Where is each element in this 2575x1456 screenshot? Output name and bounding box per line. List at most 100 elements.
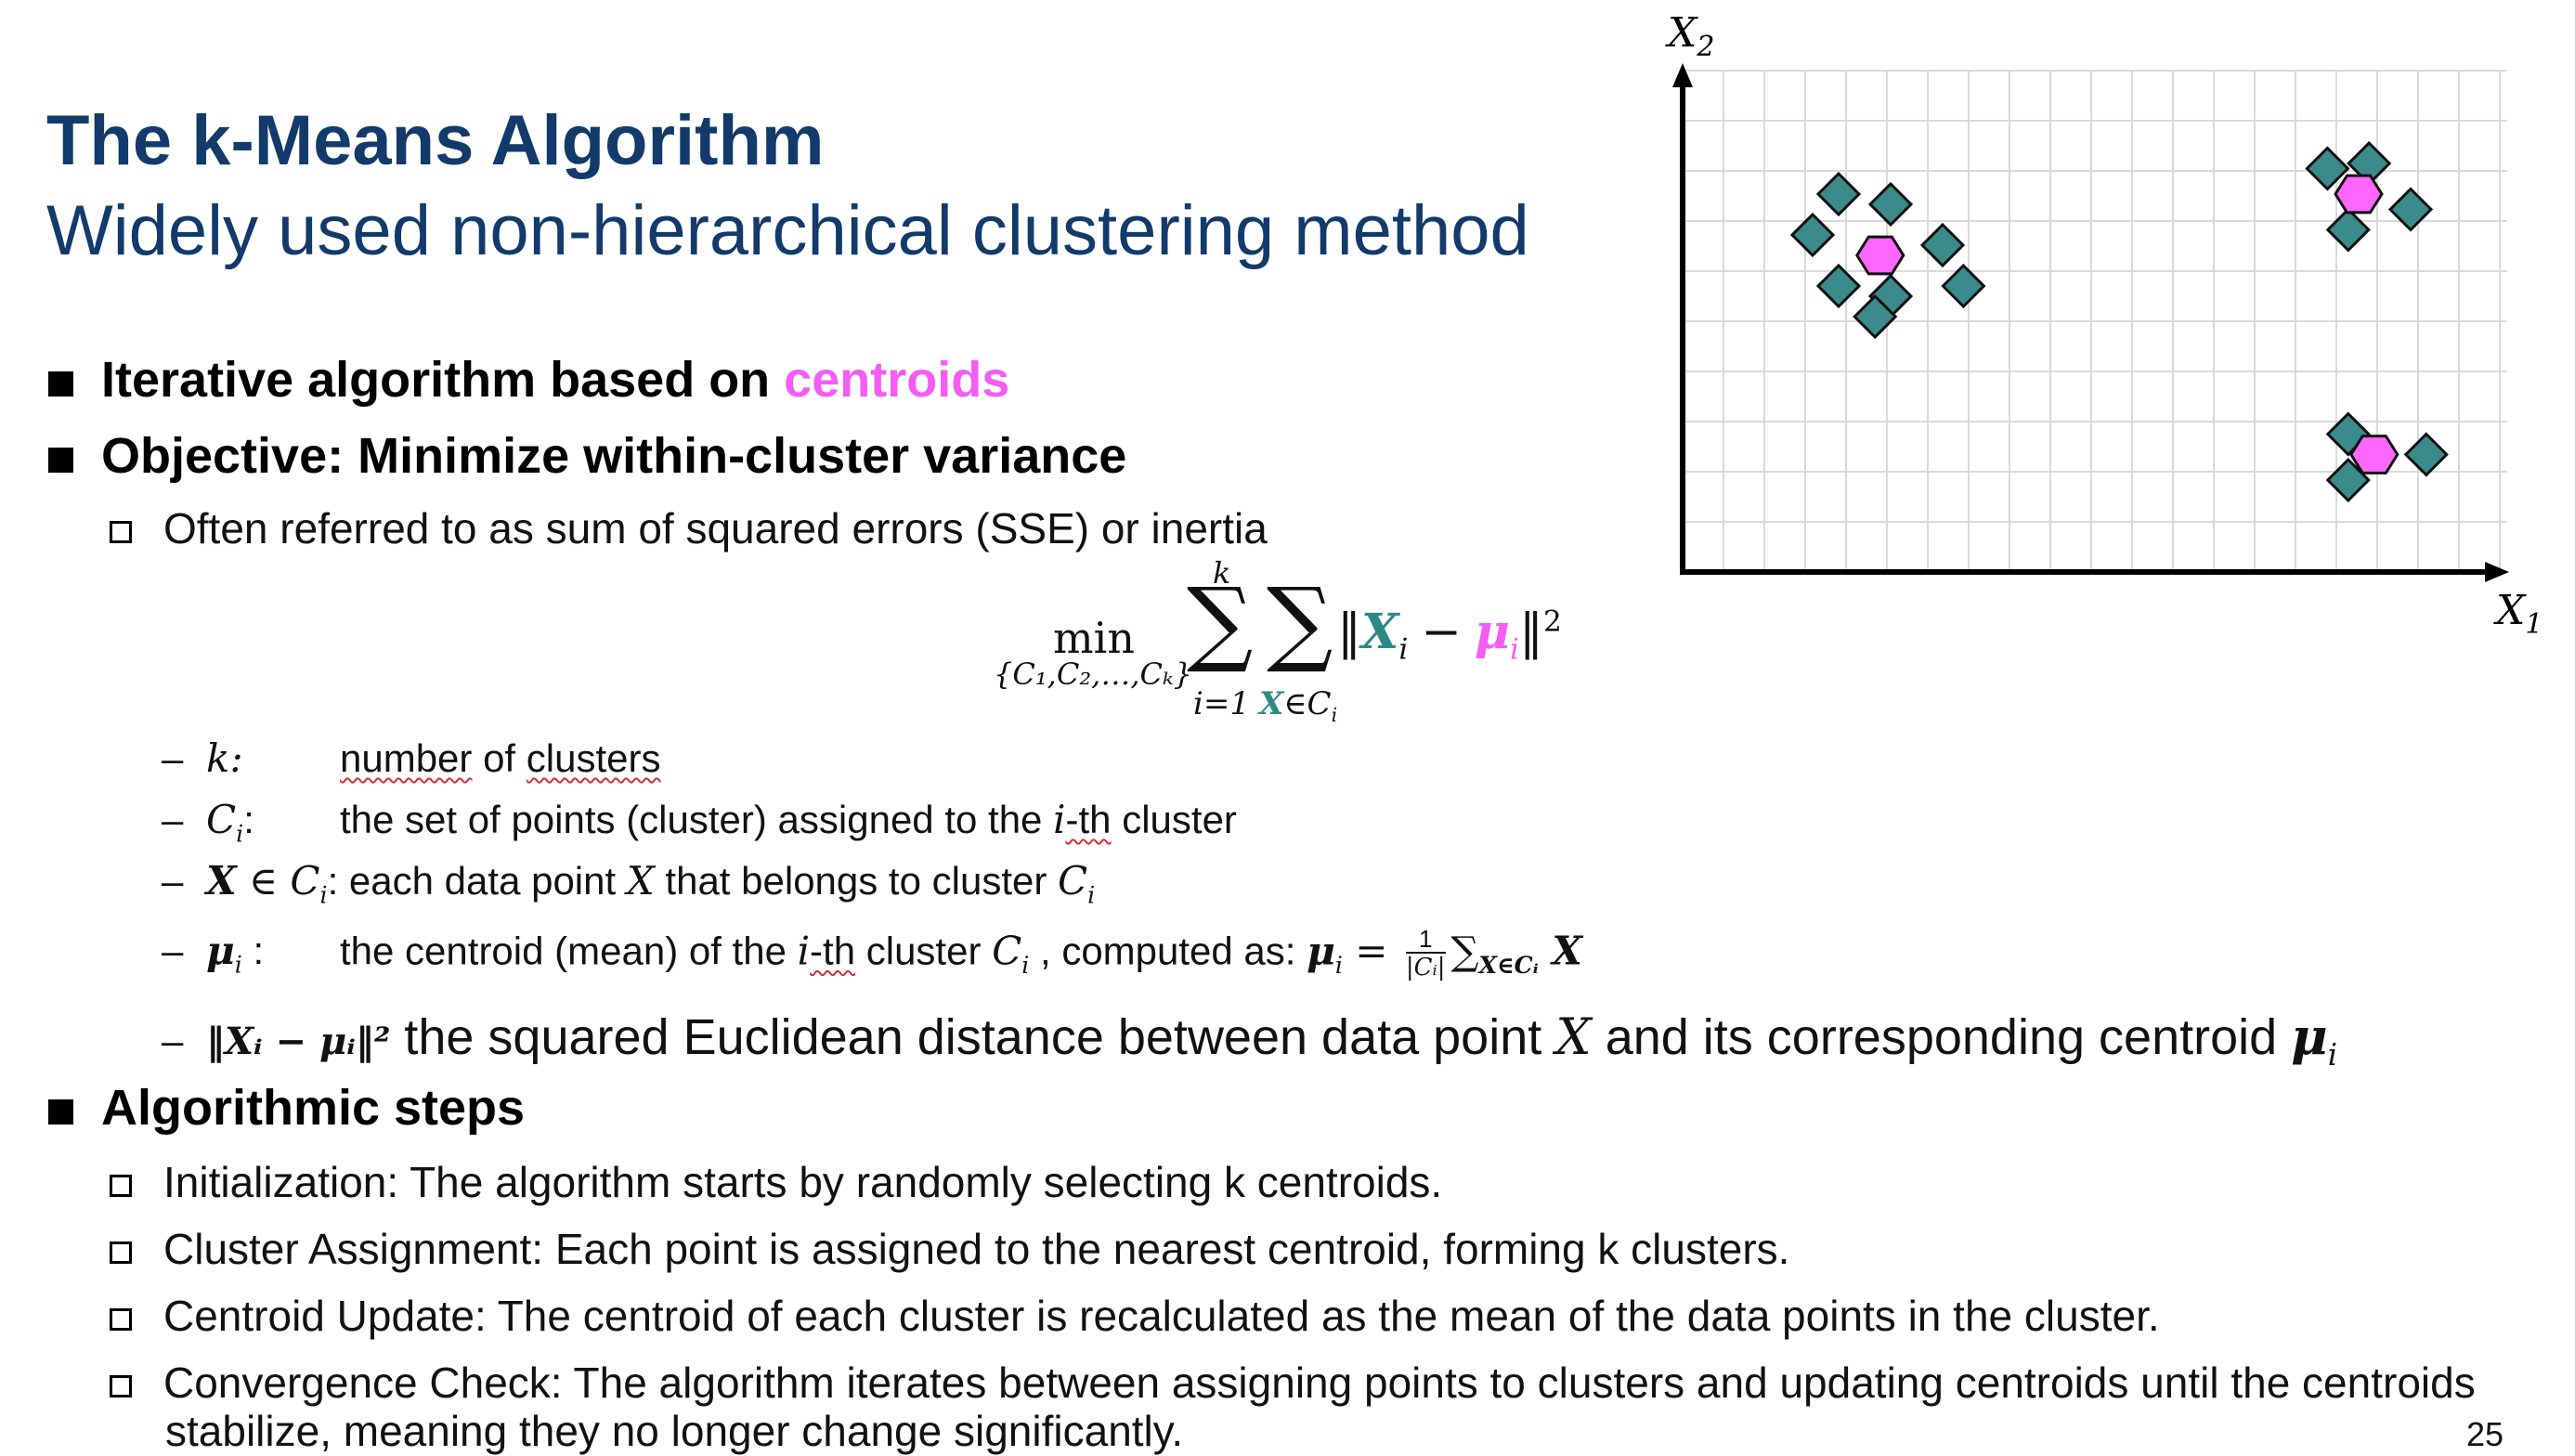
formula-min: min bbox=[1053, 613, 1135, 663]
step-initialization: Initialization: The algorithm starts by … bbox=[110, 1157, 1442, 1207]
subbullet-text: Often referred to as sum of squared erro… bbox=[163, 504, 1268, 552]
def-mu-text-th: -th bbox=[810, 929, 856, 973]
data-point bbox=[2403, 432, 2449, 477]
step-text: Convergence Check: The algorithm iterate… bbox=[163, 1358, 2476, 1407]
hollow-square-icon bbox=[110, 521, 132, 543]
centroids-highlight: centroids bbox=[784, 352, 1010, 408]
hollow-square-icon bbox=[110, 1175, 132, 1197]
data-point bbox=[1815, 171, 1862, 217]
def-mu-sum-sub: X∈Cᵢ bbox=[1478, 950, 1539, 979]
formula-minus: − bbox=[1421, 604, 1462, 660]
chart-grid bbox=[1683, 70, 2507, 572]
formula-mu: μ bbox=[1474, 604, 1510, 660]
def-mu-symbol-sub: i bbox=[234, 951, 242, 979]
def-k-symbol: k: bbox=[206, 735, 243, 781]
def-mu-sum: ∑ bbox=[1450, 928, 1479, 974]
bullet-text: Objective: Minimize within-cluster varia… bbox=[101, 428, 1127, 484]
hollow-square-icon bbox=[110, 1375, 132, 1398]
def-mu-eq: = bbox=[1342, 928, 1400, 974]
def-ci-text-a: the set of points (cluster) assigned to … bbox=[340, 798, 1054, 841]
page-number: 25 bbox=[2466, 1415, 2504, 1453]
def-x-text-c-sub: i bbox=[1087, 881, 1096, 909]
y-axis-label: X2 bbox=[1665, 9, 1714, 63]
formula-sigma-1: ∑ bbox=[1187, 567, 1254, 676]
formula-sigma-2: ∑ bbox=[1267, 567, 1333, 676]
step-convergence: Convergence Check: The algorithm iterate… bbox=[110, 1358, 2476, 1408]
def-mu-symbol: μ bbox=[206, 928, 235, 974]
formula-sum-bottom-x: X∈Ci bbox=[1259, 685, 1337, 726]
bullet-centroids: Iterative algorithm based on centroids bbox=[48, 351, 1009, 409]
def-ci-symbol-sub: i bbox=[236, 820, 244, 848]
bullet-steps: Algorithmic steps bbox=[48, 1079, 525, 1137]
def-distance-text-mu: μ bbox=[2291, 1007, 2328, 1066]
def-x-c-sub: i bbox=[319, 881, 328, 909]
def-ci-text-i: i bbox=[1053, 797, 1066, 842]
data-point bbox=[1853, 293, 1898, 340]
formula-x: X bbox=[1361, 604, 1399, 660]
step-assignment: Cluster Assignment: Each point is assign… bbox=[110, 1224, 1789, 1274]
step-update: Centroid Update: The centroid of each cl… bbox=[110, 1291, 2160, 1341]
def-mu-text-b: cluster bbox=[855, 929, 993, 973]
bullet-square-icon bbox=[48, 1099, 73, 1124]
def-x-c: C bbox=[290, 858, 320, 904]
data-point bbox=[2325, 207, 2371, 253]
step-convergence-cont: stabilize, meaning they no longer change… bbox=[165, 1406, 1183, 1456]
def-distance-text-a: the squared Euclidean distance between d… bbox=[390, 1009, 1556, 1065]
def-k-text-c: clusters bbox=[526, 736, 661, 780]
data-point bbox=[2387, 187, 2434, 232]
def-mu-text-c-sub: i bbox=[1021, 951, 1030, 979]
def-ci-symbol: C bbox=[206, 797, 237, 842]
def-mu-colon: : bbox=[241, 929, 265, 973]
hollow-square-icon bbox=[110, 1242, 132, 1264]
formula-sum-bottom-i: i=1 bbox=[1193, 685, 1250, 722]
centroid-point bbox=[2334, 174, 2384, 214]
def-x-text-c: C bbox=[1058, 858, 1088, 904]
formula-power: 2 bbox=[1542, 604, 1562, 639]
bullet-objective: Objective: Minimize within-cluster varia… bbox=[48, 427, 1126, 485]
centroid-point bbox=[2349, 435, 2399, 474]
def-mu: – μi : the centroid (mean) of the i-th clu… bbox=[162, 925, 1582, 982]
def-distance: – ‖Xᵢ − μᵢ‖² the squared Euclidean distan… bbox=[162, 1007, 2338, 1072]
data-point bbox=[1815, 263, 1862, 309]
bullet-square-icon bbox=[48, 448, 73, 473]
formula-norm: ‖Xi − μi‖2 bbox=[1337, 604, 1562, 666]
hollow-square-icon bbox=[110, 1308, 132, 1331]
slide-title: The k-Means Algorithm bbox=[46, 101, 825, 180]
y-axis-arrow-icon bbox=[1672, 63, 1693, 87]
data-point bbox=[1919, 222, 1966, 268]
def-k: – k: number of clusters bbox=[162, 735, 661, 781]
def-k-text-a: number bbox=[340, 736, 473, 780]
def-x-colon: : bbox=[327, 859, 339, 903]
formula-mu-sub: i bbox=[1509, 632, 1519, 667]
formula-min-sub: {C₁,C₂,…,Cₖ} bbox=[994, 656, 1193, 692]
def-ci-text-th: -th bbox=[1065, 798, 1112, 841]
step-text: Centroid Update: The centroid of each cl… bbox=[163, 1292, 2160, 1340]
def-ci-colon: : bbox=[243, 798, 254, 841]
def-mu-text-a: the centroid (mean) of the bbox=[340, 929, 798, 973]
x-axis-label: X1 bbox=[2493, 587, 2542, 641]
centroid-point bbox=[1855, 235, 1905, 276]
bullet-text: Algorithmic steps bbox=[101, 1080, 526, 1136]
subbullet-sse: Often referred to as sum of squared erro… bbox=[110, 503, 1268, 553]
norm-open: ‖ bbox=[1337, 604, 1361, 660]
def-ci-text-b: cluster bbox=[1111, 798, 1237, 841]
data-point bbox=[1941, 263, 1986, 309]
def-mu-eq-sub: i bbox=[1334, 951, 1343, 979]
def-k-text-b: of bbox=[472, 736, 527, 780]
slide-subtitle: Widely used non-hierarchical clustering … bbox=[46, 191, 1529, 270]
formula-sum-c-sub: i bbox=[1331, 703, 1338, 726]
def-x-in: ∈ bbox=[236, 858, 291, 904]
chart-marks bbox=[1789, 140, 2449, 503]
step-text: Cluster Assignment: Each point is assign… bbox=[163, 1225, 1790, 1273]
bullet-text: Iterative algorithm based on bbox=[101, 352, 785, 408]
def-mu-eq-mu: μ bbox=[1307, 928, 1335, 974]
def-distance-text-x: X bbox=[1555, 1008, 1592, 1066]
step-text: stabilize, meaning they no longer change… bbox=[165, 1407, 1184, 1455]
def-mu-text-i: i bbox=[797, 928, 811, 974]
chart-axes bbox=[1672, 63, 2509, 582]
formula-sum-top: k bbox=[1213, 555, 1231, 591]
def-x-in-ci: – X ∈ Ci: each data point X that belongs … bbox=[162, 858, 1096, 909]
data-point bbox=[1789, 212, 1836, 258]
data-point bbox=[1867, 181, 1914, 228]
